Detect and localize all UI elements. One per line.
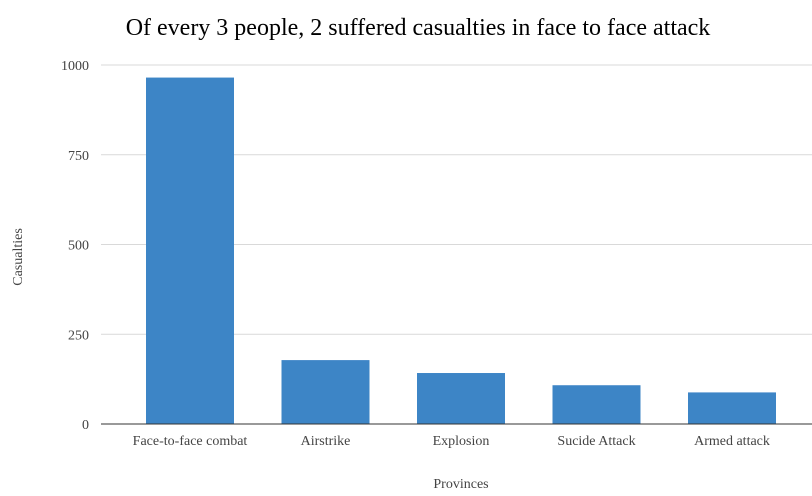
y-axis-label: Casualties	[11, 228, 26, 286]
y-tick-labels: 0 250 500 750 1000	[61, 59, 89, 433]
bar-airstrike	[281, 360, 370, 424]
x-tick-label: Face-to-face combat	[133, 434, 248, 449]
bar-face-to-face-combat	[146, 77, 234, 424]
bar-sucide-attack	[552, 385, 641, 424]
y-tick-label: 750	[68, 149, 89, 164]
x-axis-label: Provinces	[433, 477, 488, 491]
y-tick-label: 0	[82, 418, 89, 433]
x-tick-label: Explosion	[433, 434, 490, 449]
x-tick-label: Sucide Attack	[557, 434, 635, 449]
bar-explosion	[417, 373, 505, 424]
y-tick-label: 250	[68, 328, 89, 343]
bar-armed-attack	[688, 392, 776, 424]
x-tick-labels: Face-to-face combat Airstrike Explosion Suc…	[133, 434, 770, 449]
y-tick-label: 500	[68, 239, 89, 254]
y-tick-label: 1000	[61, 59, 89, 74]
chart-title: Of every 3 people, 2 suffered casualties…	[126, 15, 711, 41]
bars	[146, 77, 776, 424]
x-tick-label: Armed attack	[694, 434, 770, 449]
x-tick-label: Airstrike	[301, 434, 351, 449]
